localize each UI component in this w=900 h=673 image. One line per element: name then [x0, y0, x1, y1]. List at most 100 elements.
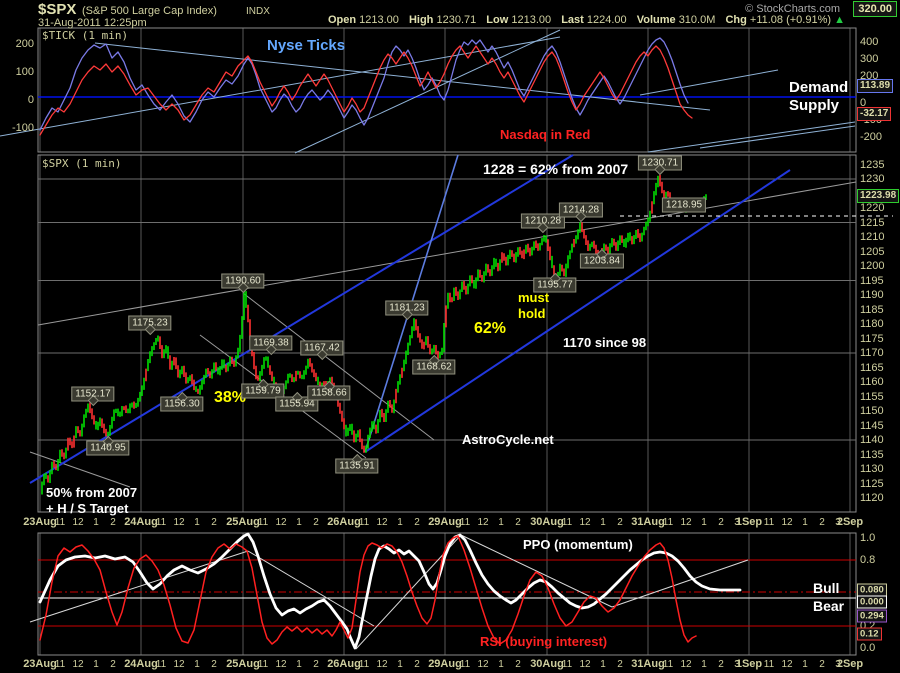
- price-axis-label: 1175: [860, 332, 884, 345]
- x-axis-hour-label: 2: [718, 659, 724, 670]
- price-axis-label: 1155: [860, 390, 884, 403]
- corner-value-badge: 320.00: [853, 1, 897, 17]
- x-axis-day-label: 26Aug: [327, 516, 361, 528]
- blue-trendline: [29, 154, 574, 484]
- x-axis-day-label: 2Sep: [836, 516, 864, 528]
- price-annotation: 1140.95: [86, 435, 130, 456]
- x-axis-hour-label: 12: [173, 517, 185, 528]
- spx-candles-down: [47, 174, 703, 483]
- x-axis-hour-label: 1: [701, 659, 707, 670]
- price-annotation: 1156.30: [160, 391, 204, 412]
- must-hold-annotation-line1: must: [518, 290, 550, 305]
- x-axis-hour-label: 11: [54, 517, 66, 528]
- tick-trendline: [699, 125, 856, 149]
- price-annotation: 1218.95: [661, 197, 707, 213]
- bull-label: Bull: [813, 580, 840, 596]
- high-label: High: [408, 14, 434, 26]
- x-axis-hour-label: 11: [662, 517, 674, 528]
- x-axis-hour-label: 11: [561, 659, 573, 670]
- x-axis-hour-label: 12: [173, 659, 185, 670]
- x-axis-day-label: 30Aug: [530, 658, 564, 670]
- nyse-tick-line: [39, 37, 689, 131]
- price-annotation: 1175.23: [128, 315, 172, 336]
- osc-value-badge: 0.000: [857, 595, 887, 609]
- tick-left-axis-label: 200: [15, 38, 34, 50]
- quote-line: Open 1213.00 High 1230.71 Low 1213.00 La…: [321, 14, 845, 26]
- price-axis-label: 1150: [860, 405, 884, 417]
- x-axis-hour-label: 12: [781, 659, 793, 670]
- tick-trendline: [94, 42, 711, 111]
- x-axis-hour-label: 2: [414, 659, 420, 670]
- x-axis-hour-label: 1: [194, 517, 200, 528]
- low-label: Low: [486, 14, 509, 26]
- tick-trendline: [0, 36, 561, 137]
- x-axis-day-label: 31Aug: [631, 516, 665, 528]
- tick-trendline: [294, 29, 561, 154]
- rsi-line: [39, 535, 697, 645]
- x-axis-hour-label: 11: [358, 659, 370, 670]
- price-axis-label: 1120: [860, 492, 884, 504]
- fifty-pct-annotation-line2: + H / S Target: [46, 501, 129, 516]
- astrocycle-watermark: AstroCycle.net: [462, 432, 554, 447]
- osc-axis-label: 0.0: [860, 642, 876, 654]
- fib-62-annotation: 62%: [474, 320, 507, 337]
- x-axis-hour-label: 2: [313, 517, 319, 528]
- osc-value-badge: 0.294: [857, 609, 887, 623]
- price-annotation: 1159.79: [241, 378, 285, 399]
- price-annotation: 1214.28: [558, 202, 604, 223]
- x-axis-hour-label: 12: [477, 517, 489, 528]
- x-axis-day-label: 25Aug: [226, 658, 260, 670]
- x-axis-hour-label: 3: [734, 659, 740, 670]
- x-axis-hour-label: 2: [819, 659, 825, 670]
- must-hold-annotation-line2: hold: [518, 306, 546, 321]
- level-1170-annotation: 1170 since 98: [563, 335, 647, 350]
- tick-value-badge: -32.17: [857, 107, 892, 121]
- x-axis-day-label: 1Sep: [735, 658, 763, 670]
- price-axis-label: 1140: [860, 434, 884, 446]
- x-axis-hour-label: 11: [54, 659, 66, 670]
- price-annotation: 1168.62: [412, 354, 456, 375]
- x-axis-day-label: 24Aug: [124, 658, 158, 670]
- symbol-description: (S&P 500 Large Cap Index): [82, 5, 217, 17]
- fib-1228-annotation: 1228 = 62% from 2007: [483, 161, 629, 177]
- price-axis-label: 1185: [860, 303, 884, 316]
- open-label: Open: [327, 14, 357, 26]
- osc-trendline: [611, 559, 749, 608]
- x-axis-hour-label: 2: [110, 517, 116, 528]
- symbol-title: $SPX: [38, 1, 77, 18]
- x-axis-hour-label: 12: [376, 517, 388, 528]
- x-axis-day-label: 24Aug: [124, 516, 158, 528]
- gray-trendline: [242, 292, 435, 441]
- x-axis-hour-label: 11: [763, 659, 775, 670]
- x-axis-hour-label: 12: [781, 517, 793, 528]
- x-axis-hour-label: 1: [701, 517, 707, 528]
- price-annotation: 1167.42: [300, 340, 344, 361]
- tick-value-badge: 113.89: [857, 79, 894, 93]
- osc-trendline: [247, 550, 375, 627]
- panel-border: [37, 532, 857, 656]
- last-value: 1224.00: [586, 14, 627, 26]
- x-axis-hour-label: 1: [93, 659, 99, 670]
- x-axis-hour-label: 12: [275, 517, 287, 528]
- blue-trendline: [364, 169, 791, 453]
- x-axis-day-label: 31Aug: [631, 658, 665, 670]
- bear-label: Bear: [813, 598, 845, 614]
- x-axis-hour-label: 1: [194, 659, 200, 670]
- x-axis-hour-label: 11: [459, 659, 471, 670]
- x-axis-hour-label: 12: [579, 517, 591, 528]
- tick-trendline: [647, 121, 856, 153]
- x-axis-day-label: 23Aug: [23, 516, 57, 528]
- osc-trendline: [29, 550, 249, 623]
- price-axis-label: 1195: [860, 274, 884, 287]
- x-axis-hour-label: 1: [498, 517, 504, 528]
- price-annotation: 1190.60: [221, 273, 265, 294]
- price-axis-label: 1160: [860, 376, 884, 388]
- high-value: 1230.71: [436, 14, 477, 26]
- x-axis-hour-label: 12: [72, 659, 84, 670]
- x-axis-hour-label: 2: [313, 659, 319, 670]
- x-axis-day-label: 29Aug: [428, 516, 462, 528]
- open-value: 1213.00: [359, 14, 399, 26]
- x-axis-hour-label: 1: [802, 659, 808, 670]
